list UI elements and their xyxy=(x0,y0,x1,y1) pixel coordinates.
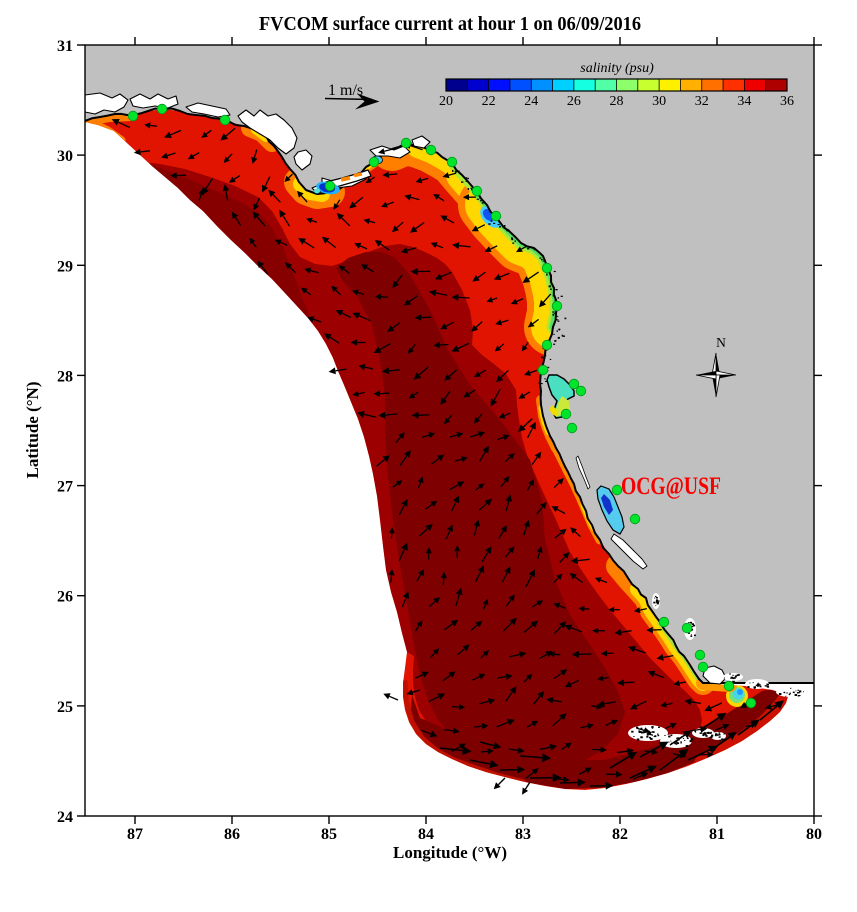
svg-text:25: 25 xyxy=(57,699,73,716)
svg-text:87: 87 xyxy=(127,826,143,843)
svg-text:26: 26 xyxy=(57,589,73,606)
svg-text:OCG@USF: OCG@USF xyxy=(621,473,721,500)
svg-text:salinity (psu): salinity (psu) xyxy=(580,61,654,76)
svg-text:86: 86 xyxy=(224,826,240,843)
svg-text:26: 26 xyxy=(567,94,581,109)
svg-text:24: 24 xyxy=(524,94,538,109)
svg-text:28: 28 xyxy=(610,94,624,109)
svg-text:24: 24 xyxy=(57,809,73,826)
svg-text:83: 83 xyxy=(515,826,531,843)
svg-text:80: 80 xyxy=(806,826,822,843)
svg-text:85: 85 xyxy=(321,826,337,843)
svg-text:27: 27 xyxy=(57,479,73,496)
svg-text:30: 30 xyxy=(652,94,666,109)
svg-text:Longitude (°W): Longitude (°W) xyxy=(393,843,507,862)
svg-text:20: 20 xyxy=(439,94,453,109)
svg-text:84: 84 xyxy=(418,826,434,843)
svg-text:1 m/s: 1 m/s xyxy=(328,82,363,99)
svg-text:81: 81 xyxy=(709,826,725,843)
svg-text:34: 34 xyxy=(737,94,751,109)
svg-text:28: 28 xyxy=(57,368,73,385)
svg-text:36: 36 xyxy=(780,94,794,109)
svg-text:22: 22 xyxy=(482,94,496,109)
svg-text:30: 30 xyxy=(57,148,73,165)
svg-text:31: 31 xyxy=(57,38,73,55)
svg-text:29: 29 xyxy=(57,258,73,275)
svg-text:82: 82 xyxy=(612,826,628,843)
svg-text:N: N xyxy=(716,335,726,350)
svg-text:FVCOM surface current at hour: FVCOM surface current at hour 1 on 06/09… xyxy=(259,13,641,35)
svg-text:32: 32 xyxy=(695,94,709,109)
svg-text:Latitude (°N): Latitude (°N) xyxy=(23,382,42,479)
